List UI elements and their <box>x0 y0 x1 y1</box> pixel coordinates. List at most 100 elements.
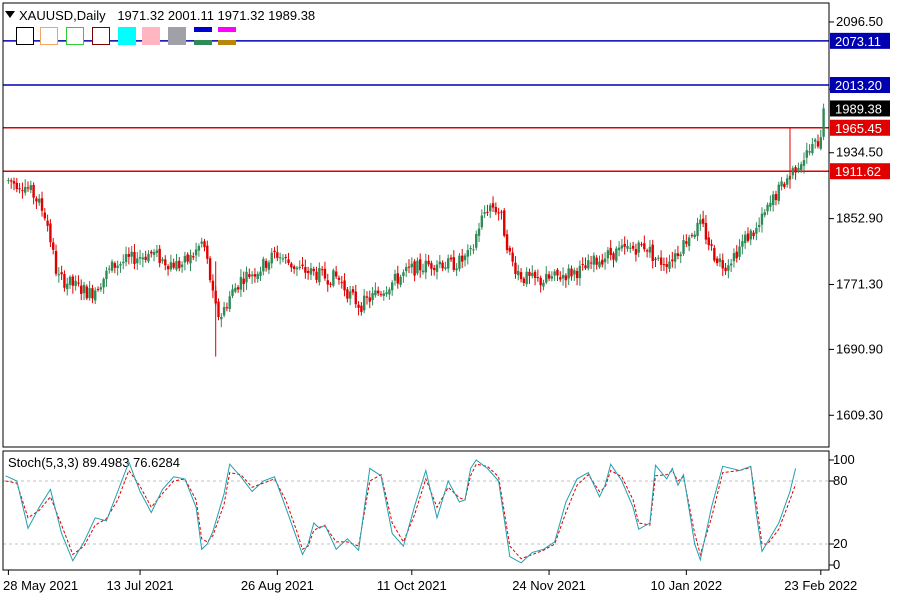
candle-body <box>371 293 374 301</box>
chart-menu-dropdown-icon[interactable] <box>5 11 15 18</box>
candle-body <box>673 253 677 262</box>
candle-body <box>491 203 495 208</box>
candle <box>273 246 276 259</box>
candle <box>760 207 764 233</box>
palette-orange-box[interactable] <box>40 27 58 45</box>
candle <box>438 255 442 269</box>
candle-body <box>197 245 201 251</box>
candle <box>606 247 610 264</box>
candle <box>110 259 114 273</box>
candle-body <box>200 241 203 244</box>
candle <box>458 253 461 272</box>
candle-body <box>419 259 422 271</box>
price-panel[interactable]: 2096.50 2013.20 1934.50 1852.90 1771.30 1690.… <box>3 14 890 422</box>
candle <box>774 190 778 206</box>
palette-black-box[interactable] <box>16 27 34 45</box>
candle <box>298 260 301 271</box>
candle <box>393 269 397 286</box>
current-price-tag <box>830 100 890 117</box>
palette-cyan-box[interactable] <box>118 27 136 45</box>
candle <box>404 263 408 278</box>
candle <box>284 254 287 264</box>
candle <box>595 255 598 270</box>
candle-body <box>528 271 531 276</box>
time-tick-label: 24 Nov 2021 <box>512 578 586 593</box>
candle-body <box>217 301 220 318</box>
price-tick-label: 2096.50 <box>836 14 883 29</box>
palette-teal-line[interactable] <box>194 40 212 45</box>
candle <box>802 152 806 174</box>
candle <box>337 275 341 285</box>
candle <box>542 279 545 291</box>
candle-body <box>536 277 540 279</box>
candle-body <box>578 265 582 279</box>
symbol-timeframe: XAUUSD,Daily <box>19 8 106 23</box>
candle <box>66 277 69 296</box>
candle-body <box>760 213 764 225</box>
candle-body <box>651 244 654 262</box>
candle <box>77 275 80 287</box>
candle <box>74 275 77 291</box>
candle <box>270 248 273 269</box>
candle-body <box>407 266 411 268</box>
candle <box>685 234 688 248</box>
candle <box>449 254 453 262</box>
candle <box>29 180 33 194</box>
candle-body <box>477 228 481 236</box>
candle <box>531 265 534 279</box>
candle-body <box>203 241 206 248</box>
palette-gray-box[interactable] <box>168 27 186 45</box>
candle-body <box>362 295 366 311</box>
candle <box>250 271 254 284</box>
candle <box>301 256 304 270</box>
candle <box>567 264 570 286</box>
candle <box>152 248 156 262</box>
candle <box>441 260 444 272</box>
price-tag-label: 2073.11 <box>835 34 881 49</box>
candle-body <box>587 260 590 269</box>
candle <box>654 256 657 267</box>
time-tick-label: 11 Oct 2021 <box>377 578 447 593</box>
palette-maroon-box[interactable] <box>92 27 110 45</box>
candle-body <box>799 164 803 171</box>
candle-body <box>194 249 198 256</box>
palette-gold-line[interactable] <box>218 40 236 45</box>
candle-body <box>822 108 825 137</box>
candle-body <box>385 292 388 295</box>
candle <box>643 235 646 252</box>
candle <box>385 286 388 297</box>
candle <box>690 232 694 238</box>
candle <box>200 237 203 248</box>
candle <box>312 266 315 276</box>
candle <box>43 208 47 221</box>
candle <box>612 251 615 268</box>
candle <box>609 240 612 261</box>
candle <box>777 181 780 205</box>
palette-blue-line[interactable] <box>194 27 212 32</box>
candle-body <box>696 222 699 237</box>
price-tag <box>830 77 890 94</box>
palette-green-box[interactable] <box>66 27 84 45</box>
candle-body <box>12 181 16 184</box>
palette-magenta-line[interactable] <box>218 27 236 32</box>
candle <box>519 268 523 283</box>
candle-body <box>150 251 153 254</box>
candle <box>57 267 61 283</box>
candle <box>483 205 486 219</box>
palette-pink-box[interactable] <box>142 27 160 45</box>
candle-body <box>82 284 86 294</box>
candle <box>189 249 192 272</box>
candle <box>811 137 814 156</box>
candle-body <box>119 263 122 266</box>
candle-body <box>573 270 576 275</box>
candle <box>615 246 618 263</box>
candle-body <box>743 234 747 244</box>
candle <box>91 284 94 304</box>
candle-body <box>315 271 318 280</box>
candle-body <box>749 230 752 240</box>
candle-body <box>519 272 523 280</box>
candle <box>318 262 321 286</box>
